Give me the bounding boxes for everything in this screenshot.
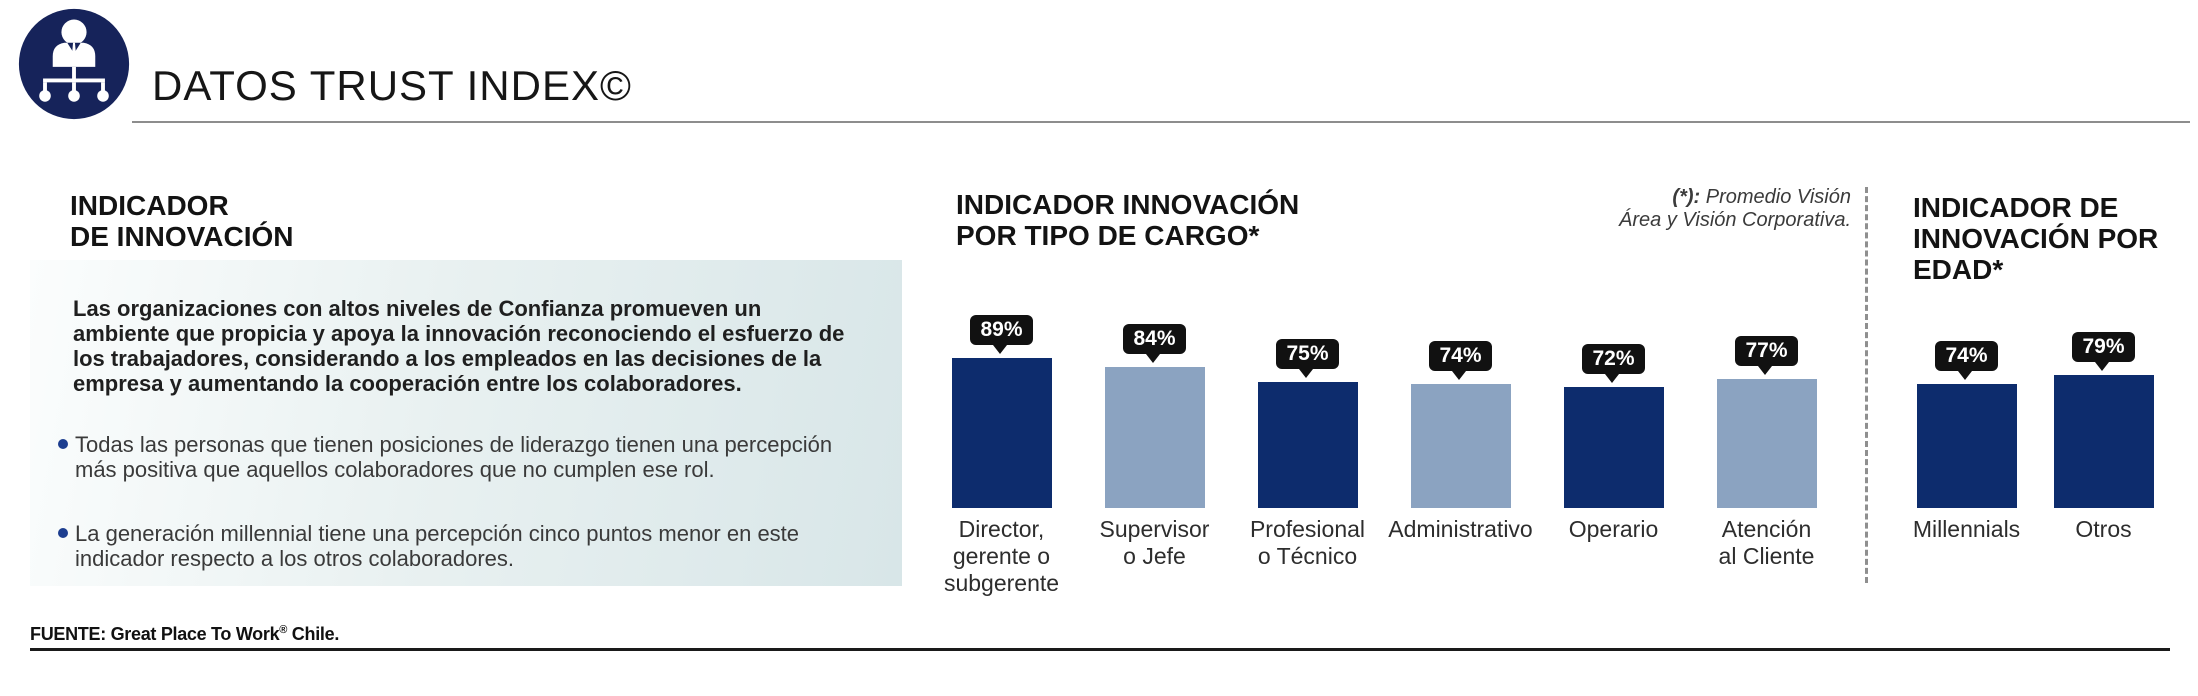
bar-group: 84% Supervisor o Jefe <box>1078 300 1231 570</box>
bar-group: 72% Operario <box>1537 300 1690 543</box>
source-credit: FUENTE: Great Place To Work® Chile. <box>30 624 339 645</box>
bar-chart-cargo: 89% Director, gerente o subgerente 84% Supe… <box>925 300 1843 597</box>
footnote: (*): Promedio Visión Área y Visión Corpo… <box>1540 186 1851 232</box>
value-callout: 89% <box>970 315 1033 354</box>
value-callout: 74% <box>1429 341 1492 380</box>
bar <box>1916 384 2017 508</box>
source-suffix: Chile. <box>287 624 340 644</box>
value-callout: 79% <box>2072 332 2135 371</box>
category-label: Profesional o Técnico <box>1249 516 1366 569</box>
left-section-heading: INDICADOR DE INNOVACIÓN <box>70 190 294 252</box>
chart-edad-title: INDICADOR DE INNOVACIÓN POR EDAD* <box>1913 192 2159 285</box>
bar <box>1410 384 1511 508</box>
value-callout: 77% <box>1735 336 1798 375</box>
bar <box>1716 379 1817 508</box>
bar-group: 77% Atención al Cliente <box>1690 300 1843 570</box>
bar <box>1563 387 1664 508</box>
org-chart-person-icon <box>18 8 130 120</box>
category-label: Otros <box>2075 516 2132 542</box>
value-callout: 75% <box>1276 339 1339 378</box>
bar-group: 89% Director, gerente o subgerente <box>925 300 1078 597</box>
innovation-paragraph: Las organizaciones con altos niveles de … <box>73 296 845 396</box>
header-divider <box>132 121 2190 123</box>
category-label: Supervisor o Jefe <box>1099 516 1210 569</box>
category-label: Administrativo <box>1388 516 1533 542</box>
value-callout: 84% <box>1123 324 1186 363</box>
bar <box>951 358 1052 508</box>
bar <box>1257 382 1358 508</box>
bar <box>1104 367 1205 508</box>
value-callout: 72% <box>1582 344 1645 383</box>
category-label: Atención al Cliente <box>1718 516 1815 569</box>
innovation-text-panel: Las organizaciones con altos niveles de … <box>30 260 902 586</box>
bar-chart-edad: 74% Millennials 79% Otros <box>1898 300 2172 543</box>
source-prefix: FUENTE: Great Place To Work <box>30 624 280 644</box>
bullet-point: La generación millennial tiene una perce… <box>58 521 868 571</box>
dashed-separator <box>1865 187 1868 583</box>
bullet-point: Todas las personas que tienen posiciones… <box>58 432 868 482</box>
registered-mark: ® <box>279 624 288 636</box>
footer-divider <box>30 648 2170 651</box>
bar <box>2053 375 2154 508</box>
chart-cargo-title: INDICADOR INNOVACIÓN POR TIPO DE CARGO* <box>956 189 1300 251</box>
footnote-text: Promedio Visión Área y Visión Corporativ… <box>1619 186 1851 231</box>
value-callout: 74% <box>1935 341 1998 380</box>
footnote-marker: (*): <box>1672 186 1701 208</box>
page-title: DATOS TRUST INDEX© <box>152 62 632 109</box>
bar-group: 74% Millennials <box>1898 300 2035 543</box>
bar-group: 79% Otros <box>2035 300 2172 543</box>
category-label: Millennials <box>1912 516 2021 542</box>
bar-group: 74% Administrativo <box>1384 300 1537 543</box>
bar-group: 75% Profesional o Técnico <box>1231 300 1384 570</box>
category-label: Director, gerente o subgerente <box>943 516 1060 596</box>
category-label: Operario <box>1568 516 1659 542</box>
